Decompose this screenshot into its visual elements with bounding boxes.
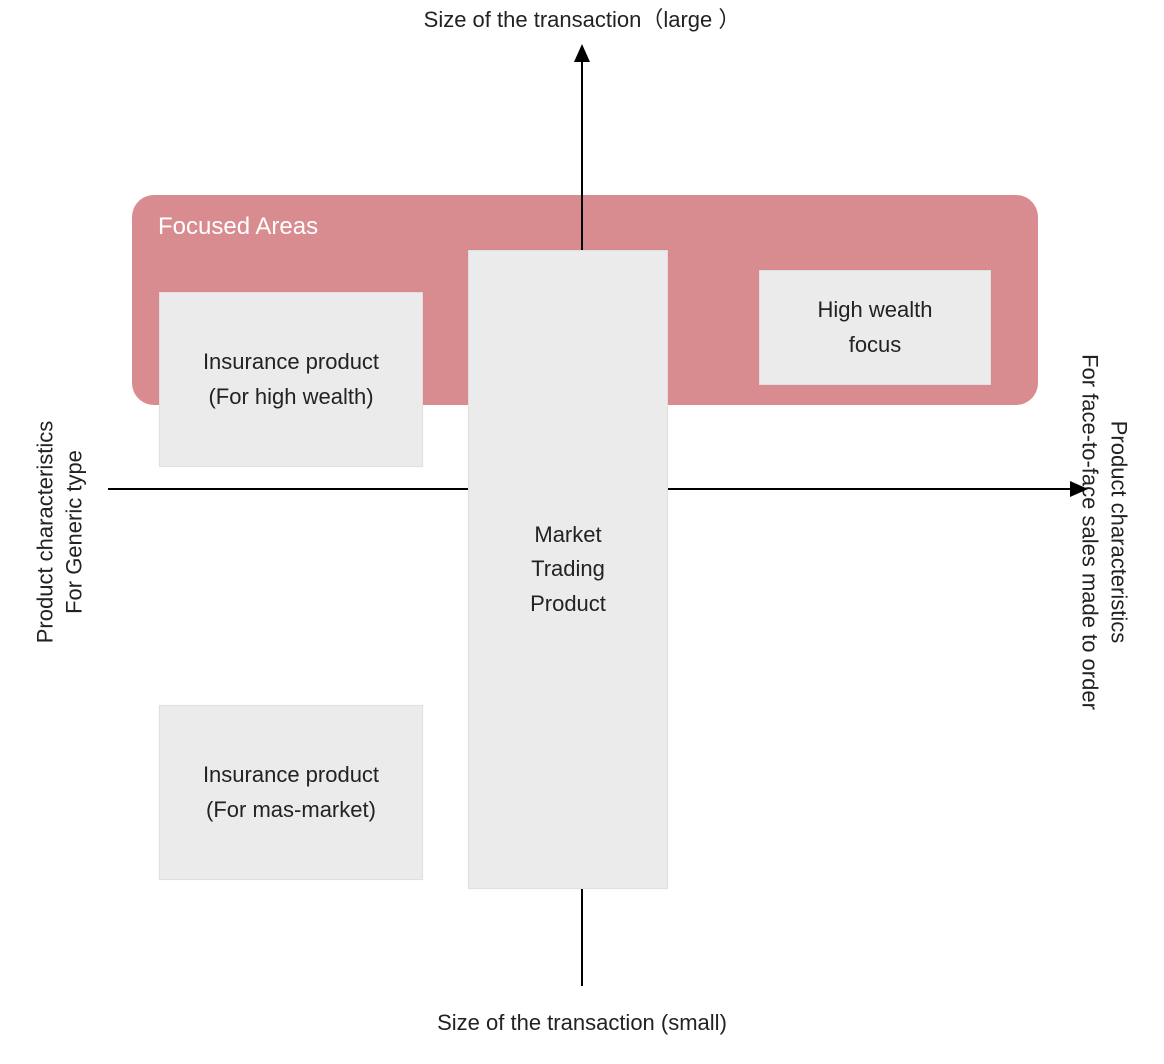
axis-label-right-line1: Product characteristics — [1104, 354, 1133, 710]
box-market-trading: Market Trading Product — [468, 250, 668, 889]
box-text-line: (For mas-market) — [206, 793, 376, 827]
axis-label-top: Size of the transaction（large ） — [424, 2, 741, 34]
quadrant-diagram: Size of the transaction（large ） Size of … — [0, 0, 1164, 1064]
box-insurance-high-wealth: Insurance product (For high wealth) — [159, 292, 423, 467]
axis-label-left-line1: Product characteristics — [31, 421, 60, 644]
box-insurance-mass-market: Insurance product (For mas-market) — [159, 705, 423, 880]
focused-area-title: Focused Areas — [158, 213, 1012, 241]
box-high-wealth-focus: High wealth focus — [759, 270, 991, 385]
box-text-line: Trading — [531, 552, 605, 586]
box-text-line: focus — [849, 328, 902, 362]
box-text-line: (For high wealth) — [208, 380, 373, 414]
axis-label-right: Product characteristics For face-to-face… — [1075, 354, 1132, 710]
box-text-line: Product — [530, 587, 606, 621]
x-axis-arrowhead — [1070, 481, 1088, 497]
axis-label-left: Product characteristics For Generic type — [31, 421, 88, 644]
box-text-line: Market — [534, 518, 601, 552]
box-text-line: High wealth — [818, 293, 933, 327]
axis-label-right-line2: For face-to-face sales made to order — [1075, 354, 1104, 710]
y-axis-arrowhead — [574, 44, 590, 62]
box-text-line: Insurance product — [203, 758, 379, 792]
axis-label-left-line2: For Generic type — [60, 421, 89, 644]
axis-label-bottom: Size of the transaction (small) — [437, 1010, 727, 1036]
box-text-line: Insurance product — [203, 345, 379, 379]
